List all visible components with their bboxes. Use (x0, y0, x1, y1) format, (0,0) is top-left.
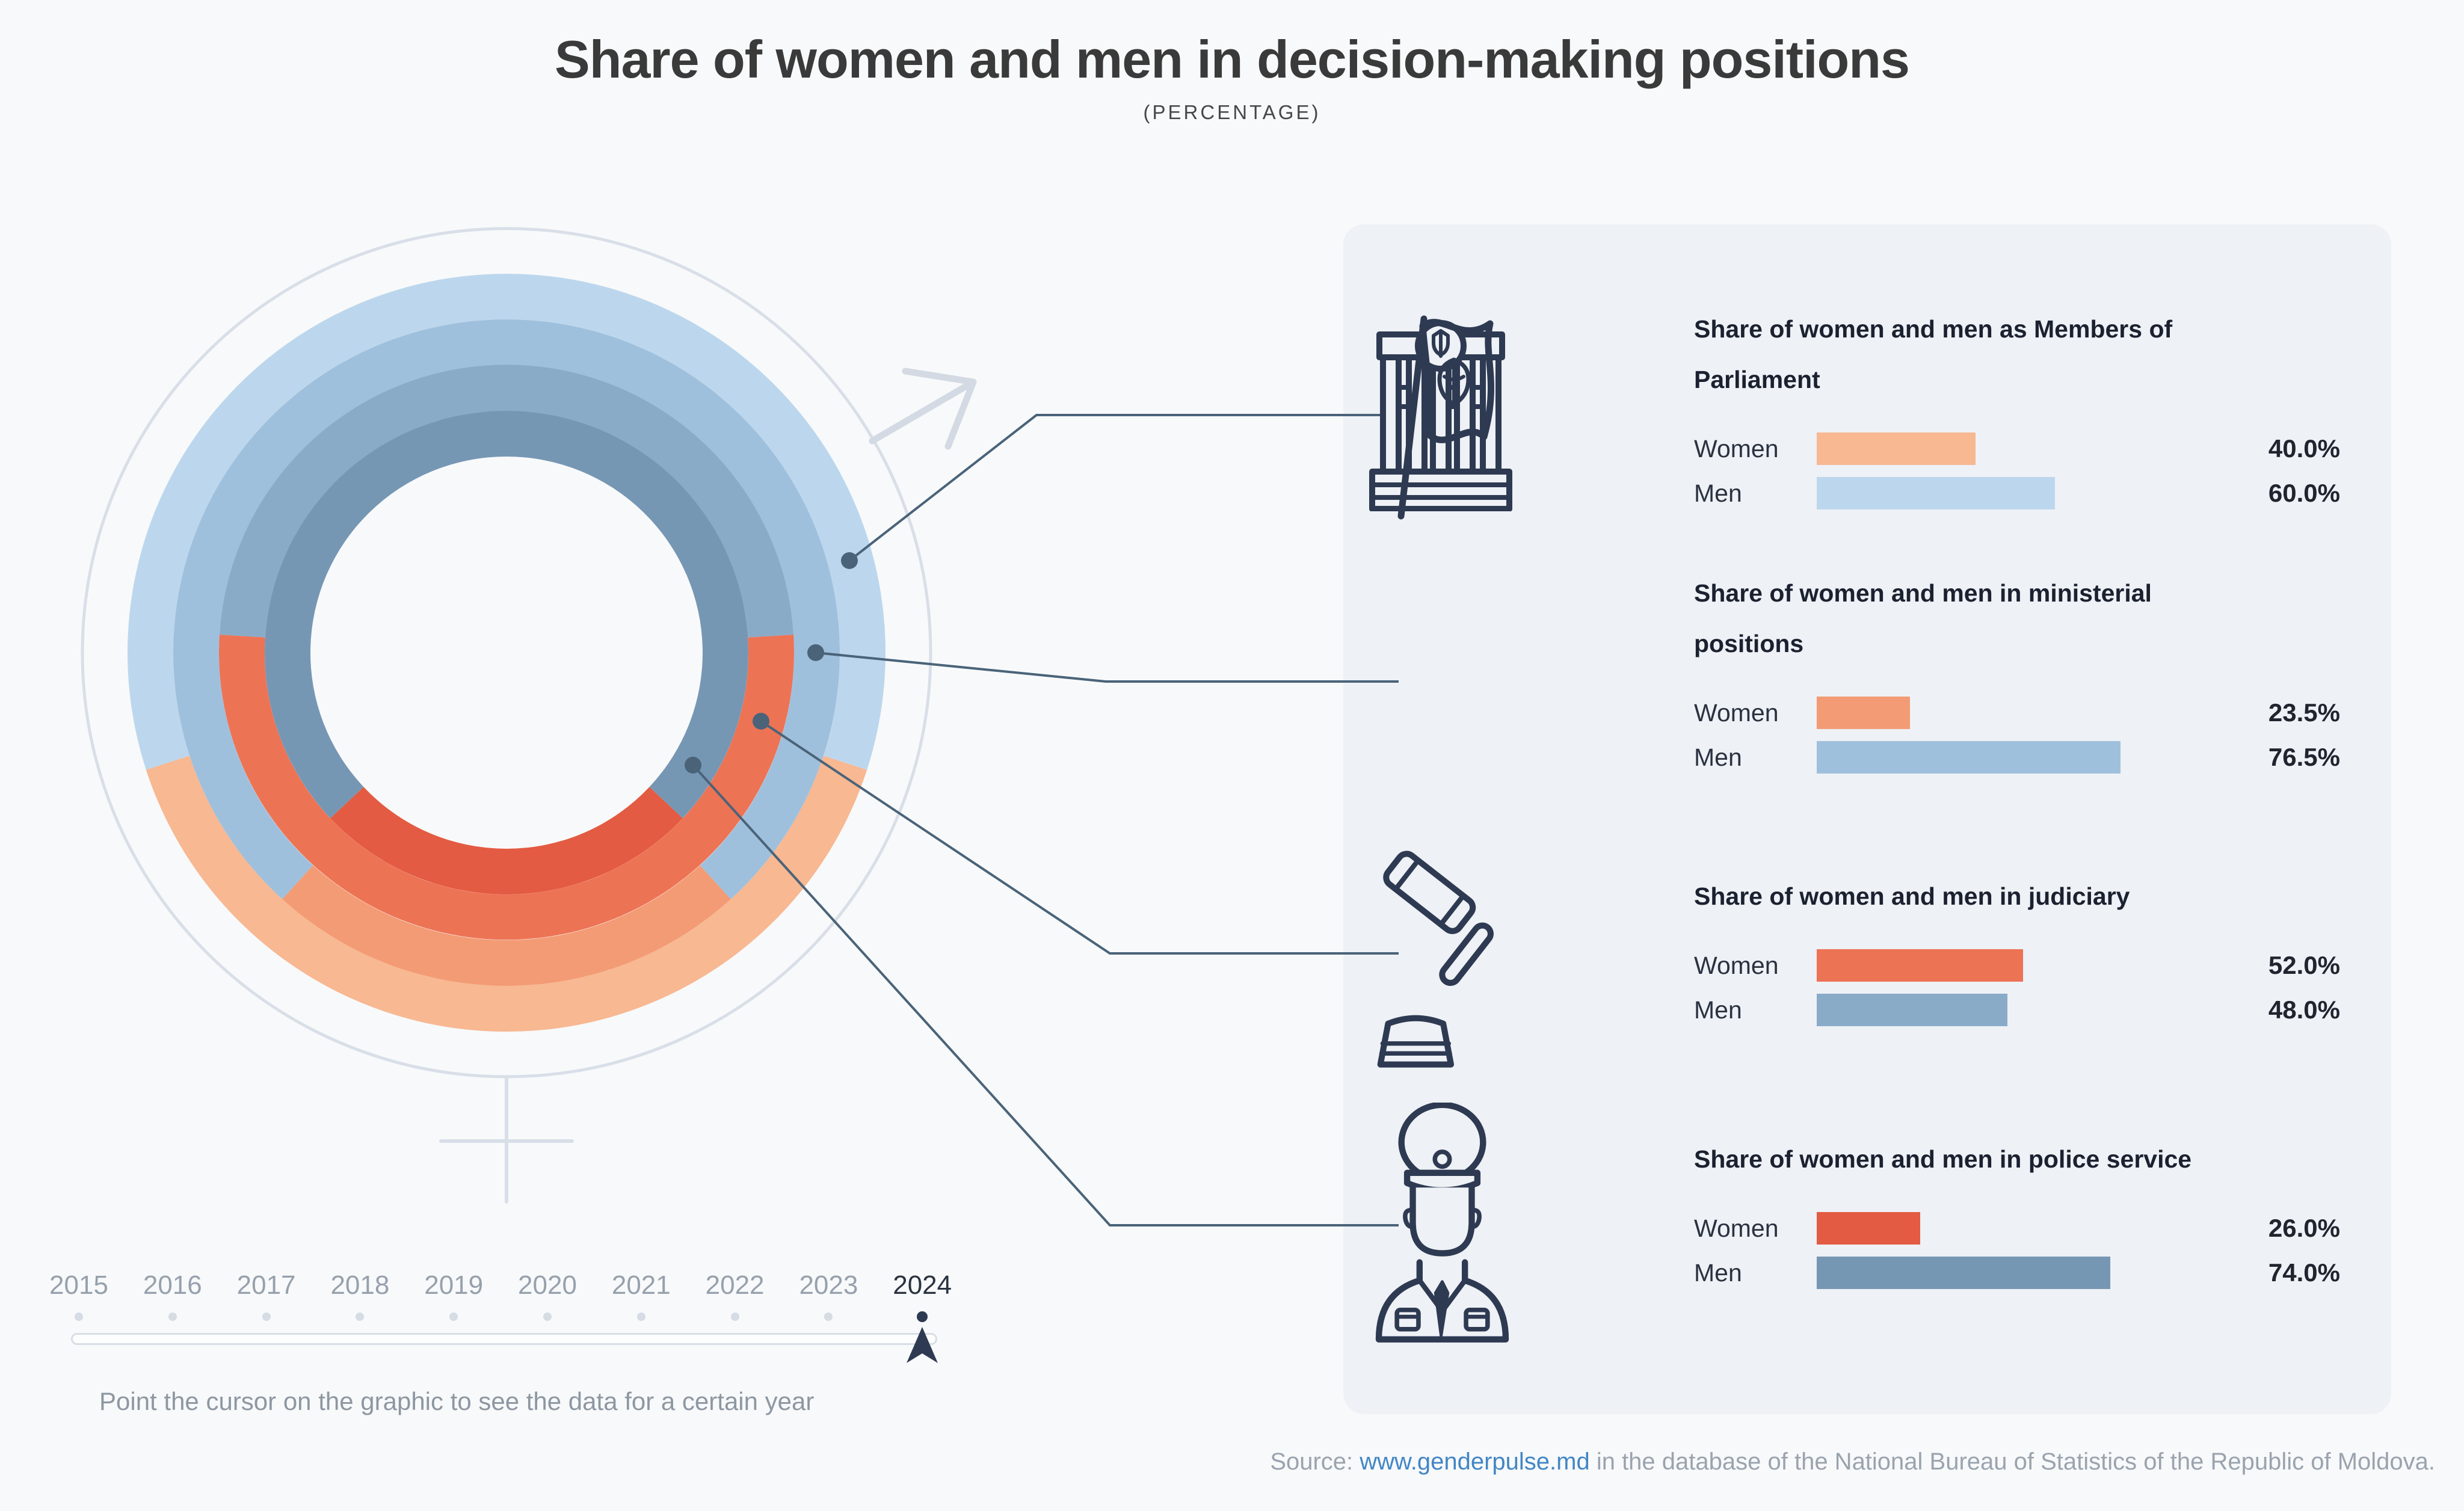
men-label: Men (1694, 996, 1742, 1024)
women-bar-row: Women 26.0% (1694, 1206, 2340, 1251)
year-cursor-icon[interactable] (907, 1327, 938, 1364)
men-bar (1817, 1257, 2111, 1289)
women-bar-row: Women 23.5% (1694, 691, 2340, 735)
women-label: Women (1694, 1214, 1779, 1242)
year-2019[interactable]: 2019 (424, 1270, 484, 1300)
category-bars: Women 52.0% Men 48.0% (1694, 943, 2340, 1032)
category-heading: Share of women and men in ministerial po… (1694, 579, 2152, 657)
category-row-judiciary: Share of women and men in judiciary Wome… (1694, 871, 2340, 1032)
year-dot-2021[interactable] (636, 1313, 645, 1321)
women-bar-track (1817, 1212, 2208, 1245)
year-dot-2024[interactable] (917, 1311, 928, 1322)
year-dot-2023[interactable] (824, 1313, 833, 1321)
category-bars: Women 40.0% Men 60.0% (1694, 426, 2340, 515)
category-heading: Share of women and men as Members of Par… (1694, 315, 2173, 393)
women-bar-row: Women 40.0% (1694, 426, 2340, 471)
women-bar-row: Women 52.0% (1694, 943, 2340, 988)
year-2020[interactable]: 2020 (518, 1270, 577, 1300)
men-bar-track (1817, 1257, 2208, 1289)
year-2015[interactable]: 2015 (49, 1270, 108, 1300)
police-officer-icon (1369, 1103, 1516, 1346)
men-percent: 76.5% (2268, 743, 2340, 771)
men-percent: 60.0% (2268, 479, 2340, 507)
women-percent: 23.5% (2268, 698, 2340, 727)
women-bar (1817, 1212, 1920, 1245)
year-dot-2016[interactable] (168, 1313, 177, 1321)
category-row-parliament: Share of women and men as Members of Par… (1694, 304, 2340, 515)
page-subtitle: (PERCENTAGE) (1143, 101, 1321, 123)
men-bar (1817, 477, 2055, 509)
year-2017[interactable]: 2017 (236, 1270, 296, 1300)
women-bar (1817, 697, 1911, 729)
women-label: Women (1694, 698, 1779, 727)
women-bar-track (1817, 432, 2208, 465)
year-2018[interactable]: 2018 (330, 1270, 390, 1300)
men-bar-track (1817, 477, 2208, 509)
category-heading: Share of women and men in police service (1694, 1145, 2192, 1173)
page-title: Share of women and men in decision-makin… (555, 29, 1910, 89)
categories-panel: Share of women and men as Members of Par… (1343, 224, 2391, 1414)
year-2022[interactable]: 2022 (705, 1270, 765, 1300)
year-2016[interactable]: 2016 (143, 1270, 202, 1300)
year-dot-2020[interactable] (543, 1313, 552, 1321)
year-dot-2022[interactable] (730, 1313, 739, 1321)
men-bar (1817, 741, 2121, 774)
women-label: Women (1694, 951, 1779, 979)
men-bar-row: Men 76.5% (1694, 735, 2340, 780)
source-suffix: in the database of the National Bureau o… (1589, 1448, 2435, 1475)
category-heading: Share of women and men in judiciary (1694, 882, 2130, 910)
gavel-icon (1372, 837, 1504, 1069)
men-label: Men (1694, 1258, 1742, 1287)
source-prefix: Source: (1270, 1448, 1360, 1475)
women-bar-track (1817, 949, 2208, 982)
category-row-police: Share of women and men in police service… (1694, 1134, 2340, 1295)
year-dot-2019[interactable] (449, 1313, 458, 1321)
men-bar (1817, 994, 2007, 1026)
moldova-flag-icon (1372, 307, 1510, 523)
men-percent: 48.0% (2268, 996, 2340, 1024)
year-2021[interactable]: 2021 (611, 1270, 671, 1300)
women-bar (1817, 949, 2024, 982)
men-bar-row: Men 60.0% (1694, 471, 2340, 515)
women-bar (1817, 432, 1976, 465)
men-label: Men (1694, 743, 1742, 771)
year-2023[interactable]: 2023 (799, 1270, 858, 1300)
women-bar-track (1817, 697, 2208, 729)
women-percent: 52.0% (2268, 951, 2340, 979)
source-link[interactable]: www.genderpulse.md (1360, 1448, 1590, 1475)
year-2024[interactable]: 2024 (893, 1270, 952, 1300)
year-dot-2015[interactable] (75, 1313, 83, 1321)
men-bar-row: Men 48.0% (1694, 988, 2340, 1032)
category-row-ministerial: Share of women and men in ministerial po… (1694, 568, 2340, 780)
category-bars: Women 26.0% Men 74.0% (1694, 1206, 2340, 1295)
men-percent: 74.0% (2268, 1258, 2340, 1287)
women-percent: 40.0% (2268, 434, 2340, 463)
year-dot-2017[interactable] (262, 1313, 271, 1321)
men-bar-row: Men 74.0% (1694, 1251, 2340, 1295)
hint-text: Point the cursor on the graphic to see t… (99, 1387, 815, 1415)
men-bar-track (1817, 741, 2208, 774)
men-bar-track (1817, 994, 2208, 1026)
year-slider-track[interactable] (71, 1333, 937, 1345)
source-line: Source: www.genderpulse.md in the databa… (1270, 1448, 2435, 1476)
category-bars: Women 23.5% Men 76.5% (1694, 691, 2340, 780)
men-label: Men (1694, 479, 1742, 507)
year-dot-2018[interactable] (356, 1313, 365, 1321)
women-label: Women (1694, 434, 1779, 463)
women-percent: 26.0% (2268, 1214, 2340, 1242)
